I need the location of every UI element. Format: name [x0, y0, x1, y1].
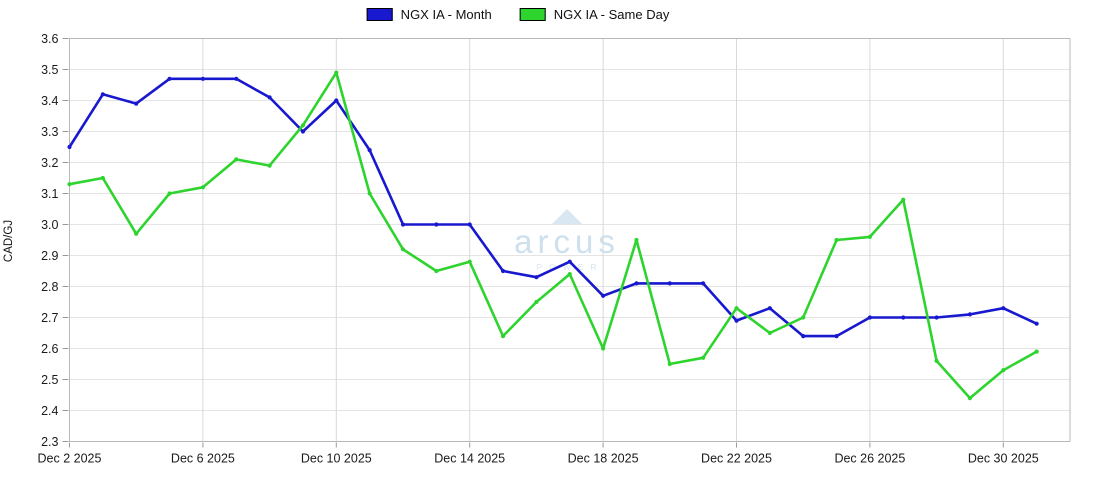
data-point-ngx-ia-month [801, 334, 806, 339]
data-point-ngx-ia-month [267, 95, 272, 100]
data-point-ngx-ia-month [1001, 306, 1006, 311]
data-point-ngx-ia-month [434, 222, 439, 227]
data-point-ngx-ia-month [867, 315, 873, 320]
data-point-ngx-ia-same-day [801, 315, 806, 320]
data-point-ngx-ia-same-day [467, 259, 472, 264]
plot-border [69, 38, 1071, 442]
legend-item-ngx-ia-same-day[interactable]: NGX IA - Same Day [519, 7, 670, 22]
legend-label-same-day: NGX IA - Same Day [553, 7, 670, 22]
data-point-ngx-ia-same-day [667, 361, 672, 367]
data-point-ngx-ia-month [601, 293, 606, 298]
data-point-ngx-ia-month [500, 268, 506, 274]
y-tick-label: 2.5 [41, 373, 58, 387]
data-point-ngx-ia-month [234, 76, 239, 81]
data-point-ngx-ia-same-day [901, 197, 906, 202]
y-tick-label: 2.6 [41, 342, 58, 356]
data-point-ngx-ia-month [634, 281, 639, 286]
watermark-sub: POWER [536, 261, 604, 272]
data-point-ngx-ia-same-day [767, 330, 772, 336]
data-point-ngx-ia-same-day [67, 182, 72, 187]
data-point-ngx-ia-month [667, 281, 672, 286]
data-point-ngx-ia-same-day [100, 175, 105, 181]
data-point-ngx-ia-same-day [534, 299, 539, 305]
y-tick-label: 3.0 [41, 218, 58, 232]
data-point-ngx-ia-same-day [367, 191, 372, 196]
data-point-ngx-ia-same-day [634, 237, 639, 243]
data-point-ngx-ia-same-day [167, 191, 172, 196]
data-point-ngx-ia-same-day [1034, 349, 1039, 354]
data-point-ngx-ia-same-day [500, 334, 506, 339]
data-point-ngx-ia-month [67, 144, 72, 150]
watermark-mountain-icon [552, 209, 582, 224]
legend-item-ngx-ia-month[interactable]: NGX IA - Month [366, 7, 492, 22]
data-point-ngx-ia-same-day [701, 355, 706, 360]
y-tick-label: 3.3 [41, 125, 58, 139]
x-tick-label: Dec 26 2025 [834, 452, 905, 466]
x-tick-label: Dec 22 2025 [701, 452, 772, 466]
x-tick-label: Dec 18 2025 [568, 452, 639, 466]
data-point-ngx-ia-month [534, 275, 539, 280]
legend-swatch-month [366, 8, 393, 21]
y-tick-label: 3.1 [41, 187, 58, 201]
data-point-ngx-ia-same-day [567, 272, 572, 277]
y-tick-label: 3.6 [41, 32, 58, 46]
data-point-ngx-ia-same-day [734, 306, 739, 311]
data-point-ngx-ia-same-day [601, 346, 606, 351]
data-point-ngx-ia-month [901, 315, 906, 320]
y-tick-label: 3.5 [41, 63, 58, 77]
data-point-ngx-ia-month [134, 101, 139, 106]
data-point-ngx-ia-month [701, 281, 706, 286]
y-tick-label: 2.3 [41, 435, 58, 449]
y-tick-label: 2.4 [41, 404, 58, 418]
x-tick-label: Dec 6 2025 [171, 452, 235, 466]
data-point-ngx-ia-same-day [967, 396, 973, 401]
data-point-ngx-ia-month [467, 222, 472, 227]
data-point-ngx-ia-same-day [234, 157, 239, 162]
data-point-ngx-ia-month [300, 129, 306, 134]
y-tick-label: 2.9 [41, 249, 58, 263]
x-tick-label: Dec 2 2025 [38, 452, 102, 466]
data-point-ngx-ia-month [767, 306, 772, 311]
data-point-ngx-ia-same-day [934, 358, 939, 363]
series-line-ngx-ia-month [68, 77, 1038, 338]
data-point-ngx-ia-same-day [434, 268, 439, 274]
y-tick-label: 3.4 [41, 94, 58, 108]
x-tick-label: Dec 10 2025 [301, 452, 372, 466]
data-point-ngx-ia-month [400, 222, 406, 227]
data-point-ngx-ia-same-day [267, 163, 272, 168]
x-tick-label: Dec 14 2025 [434, 452, 505, 466]
data-point-ngx-ia-same-day [1001, 368, 1006, 373]
data-point-ngx-ia-month [834, 334, 839, 339]
y-tick-label: 2.7 [41, 311, 58, 325]
data-point-ngx-ia-same-day [400, 247, 406, 252]
x-tick-label: Dec 30 2025 [968, 452, 1039, 466]
data-point-ngx-ia-same-day [334, 70, 339, 75]
data-point-ngx-ia-month [934, 315, 939, 320]
data-point-ngx-ia-month [1034, 321, 1039, 326]
data-point-ngx-ia-month [367, 148, 372, 153]
watermark: arcus POWER [500, 209, 634, 272]
data-point-ngx-ia-month [734, 318, 739, 323]
chart-legend: NGX IA - Month NGX IA - Same Day [366, 7, 670, 22]
data-point-ngx-ia-same-day [200, 185, 205, 190]
watermark-brand: arcus [514, 223, 620, 260]
legend-swatch-same-day [519, 8, 546, 21]
data-point-ngx-ia-same-day [300, 123, 306, 128]
series-line-ngx-ia-same-day [68, 71, 1038, 400]
data-point-ngx-ia-month [167, 76, 172, 81]
data-point-ngx-ia-month [334, 98, 339, 103]
data-point-ngx-ia-month [100, 92, 105, 97]
data-point-ngx-ia-month [200, 76, 205, 81]
data-point-ngx-ia-same-day [867, 234, 873, 239]
data-point-ngx-ia-same-day [134, 231, 139, 236]
y-tick-label: 3.2 [41, 156, 58, 170]
legend-label-month: NGX IA - Month [400, 7, 492, 22]
data-point-ngx-ia-month [567, 259, 572, 264]
y-tick-label: 2.8 [41, 280, 58, 294]
data-point-ngx-ia-same-day [834, 237, 839, 243]
data-point-ngx-ia-month [967, 312, 973, 317]
